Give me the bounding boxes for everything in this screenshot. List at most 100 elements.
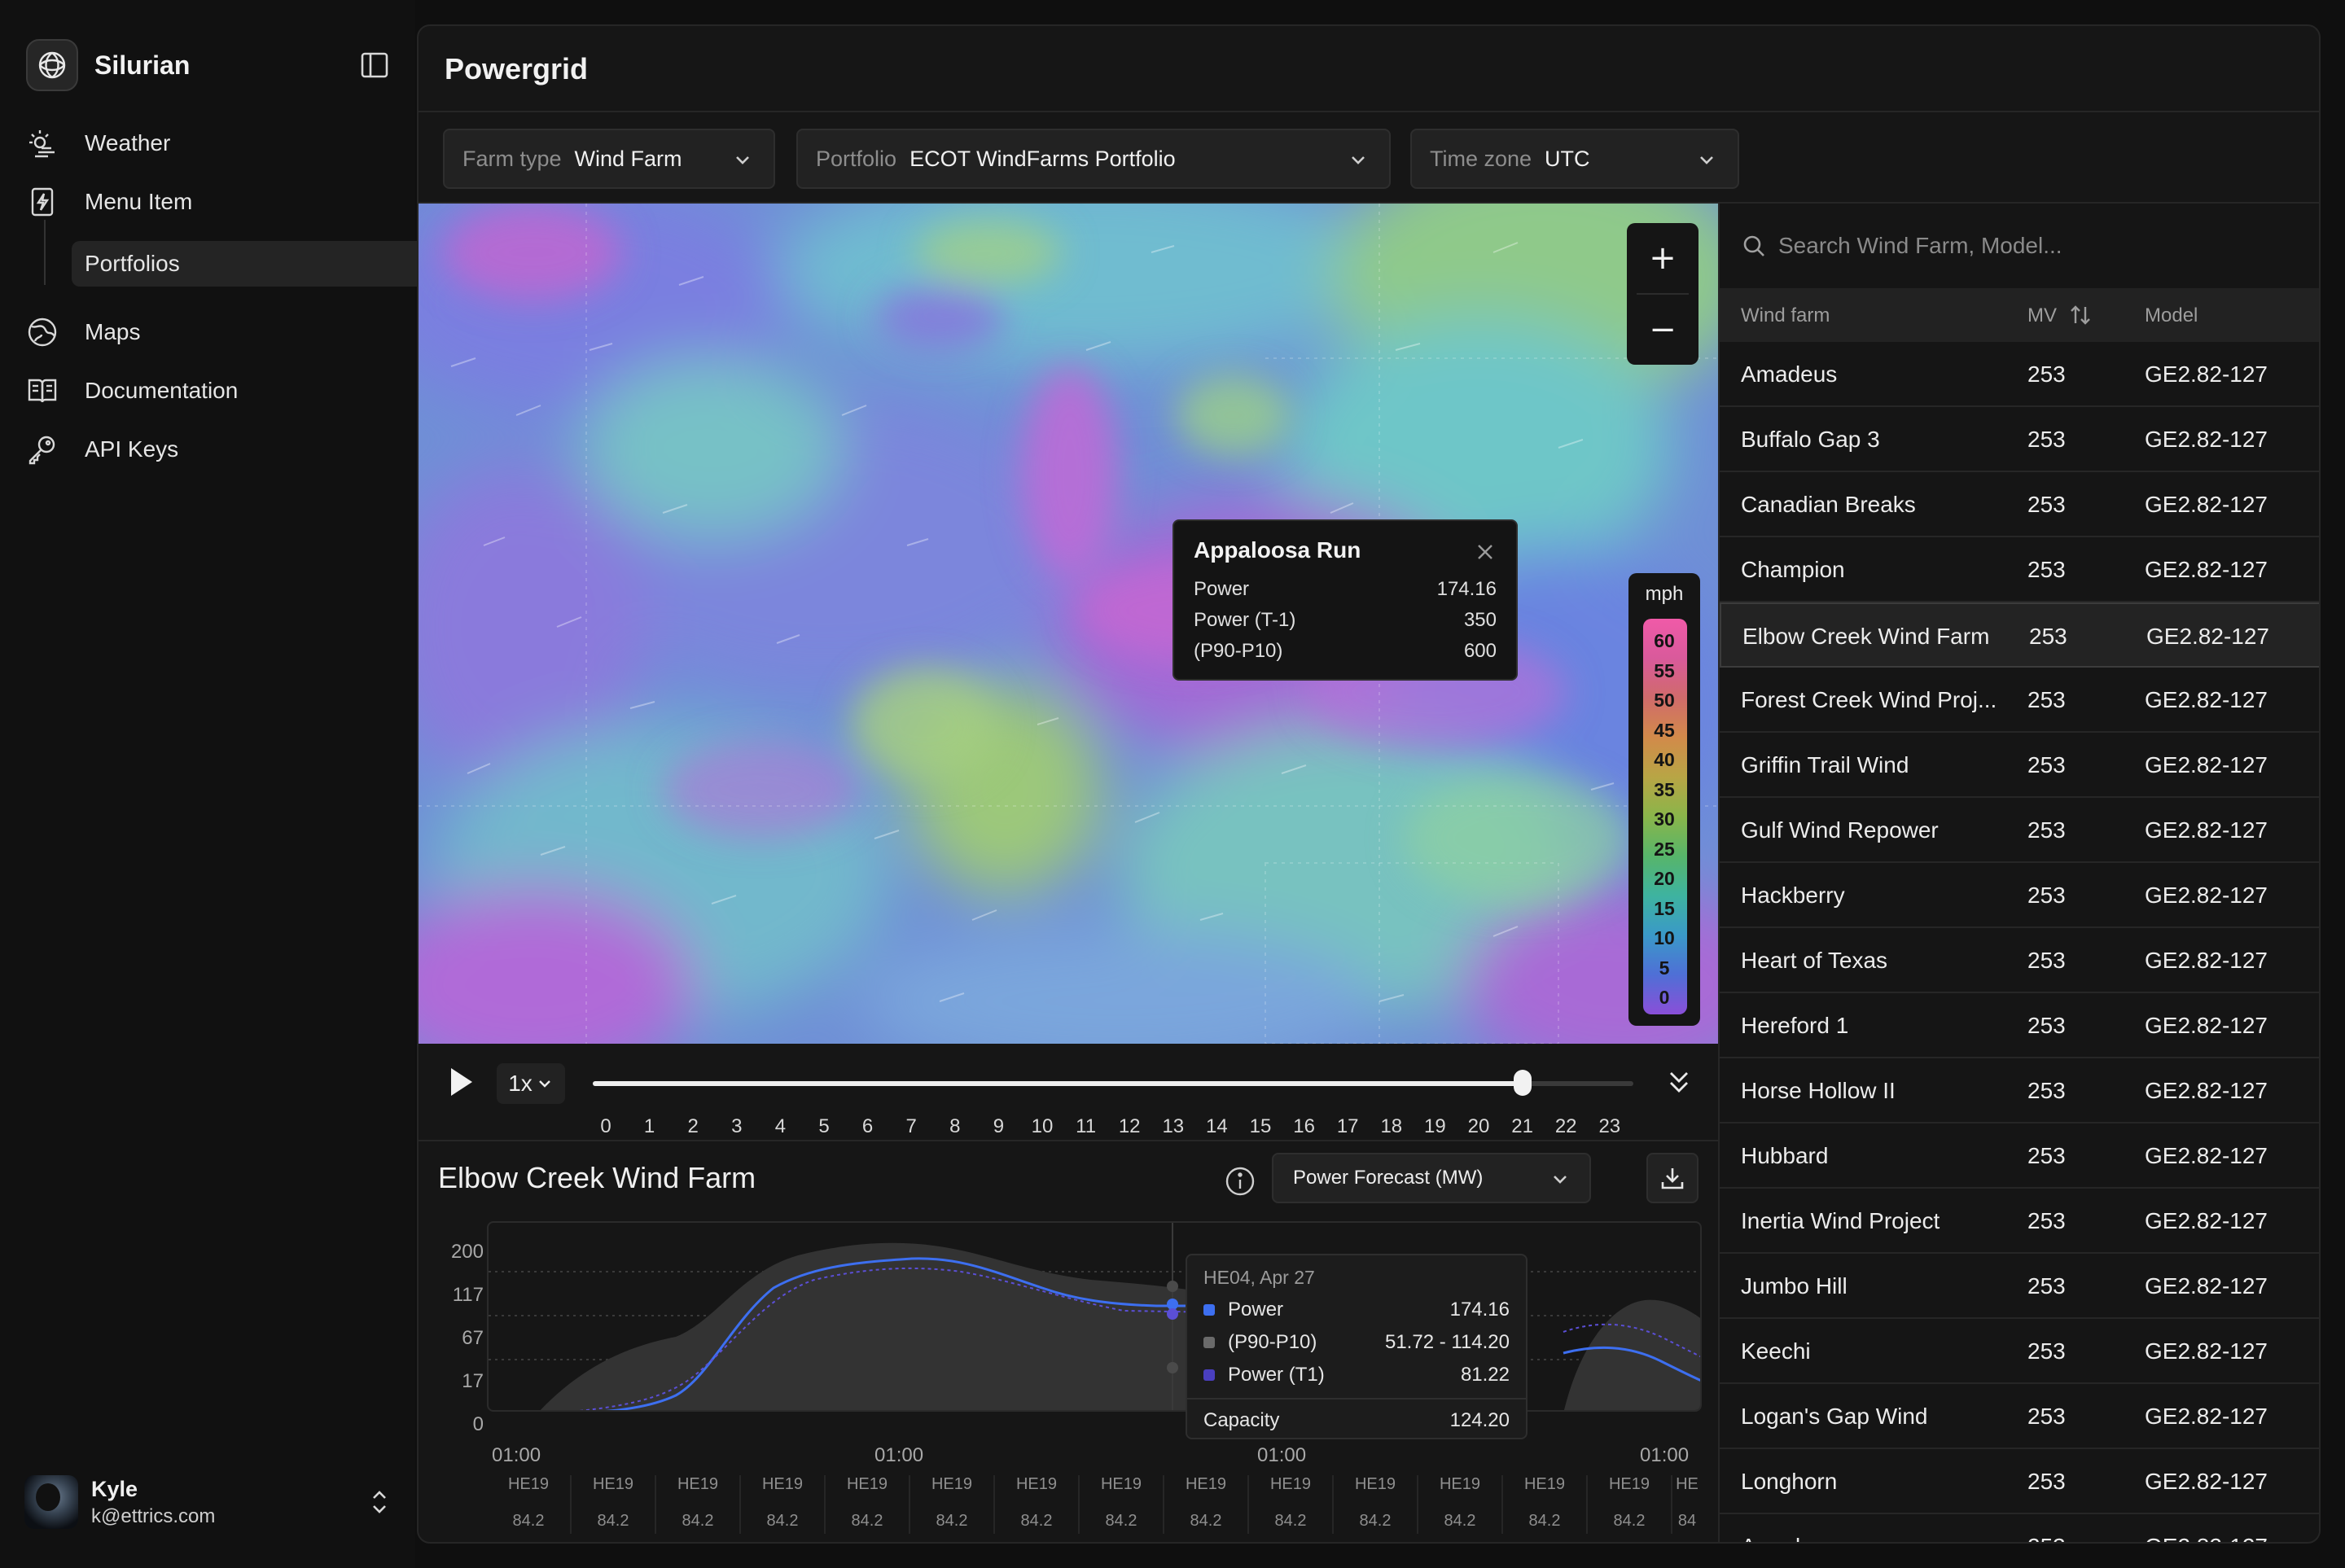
table-row[interactable]: Hereford 1 253 GE2.82-127 bbox=[1720, 993, 2319, 1058]
table-row[interactable]: Griffin Trail Wind 253 GE2.82-127 bbox=[1720, 733, 2319, 798]
close-icon[interactable] bbox=[1474, 541, 1497, 563]
table-row[interactable]: Horse Hollow II 253 GE2.82-127 bbox=[1720, 1058, 2319, 1123]
wind-map[interactable]: + − Appaloosa Run Power 174.16 Power (T-… bbox=[419, 204, 1718, 1044]
sidebar-toggle-icon[interactable] bbox=[358, 49, 391, 81]
info-icon[interactable] bbox=[1225, 1166, 1256, 1201]
table-row[interactable]: Inertia Wind Project 253 GE2.82-127 bbox=[1720, 1189, 2319, 1254]
column-header-wind-farm[interactable]: Wind farm bbox=[1741, 304, 1830, 326]
zoom-out-button[interactable]: − bbox=[1627, 295, 1698, 365]
chart-tooltip-label: Power (T1) bbox=[1228, 1364, 1325, 1386]
sidebar-item-menu-item[interactable]: Menu Item bbox=[26, 173, 405, 231]
timeline-tick-label[interactable]: 22 bbox=[1554, 1115, 1577, 1137]
table-row[interactable]: Elbow Creek Wind Farm 253 GE2.82-127 bbox=[1720, 602, 2319, 668]
chart-tooltip-value: 51.72 - 114.20 bbox=[1384, 1331, 1510, 1353]
farm-type-filter[interactable]: Farm type Wind Farm bbox=[443, 129, 775, 189]
search-input[interactable] bbox=[1778, 233, 2267, 259]
hour-label: HE19 bbox=[761, 1475, 804, 1493]
table-row[interactable]: Keechi 253 GE2.82-127 bbox=[1720, 1319, 2319, 1384]
cell-model: GE2.82-127 bbox=[2145, 1534, 2268, 1542]
timeline-tick-label[interactable]: 6 bbox=[861, 1115, 874, 1137]
table-row[interactable]: Forest Creek Wind Proj... 253 GE2.82-127 bbox=[1720, 668, 2319, 733]
sort-icon[interactable] bbox=[2068, 303, 2093, 331]
forecast-plot-svg bbox=[489, 1223, 1700, 1410]
series-swatch bbox=[1203, 1337, 1215, 1348]
hour-value: 84.2 bbox=[1020, 1512, 1053, 1530]
table-row[interactable]: Canadian Breaks 253 GE2.82-127 bbox=[1720, 472, 2319, 537]
sidebar-item-portfolios[interactable]: Portfolios bbox=[72, 241, 430, 287]
table-row[interactable]: Buffalo Gap 3 253 GE2.82-127 bbox=[1720, 407, 2319, 472]
column-header-mv[interactable]: MV bbox=[2027, 304, 2057, 326]
cell-mv: 253 bbox=[2027, 752, 2066, 777]
metric-select[interactable]: Power Forecast (MW) bbox=[1272, 1153, 1591, 1203]
sidebar-item-documentation[interactable]: Documentation bbox=[26, 361, 405, 420]
timeline-tick-label[interactable]: 19 bbox=[1424, 1115, 1446, 1137]
cell-model: GE2.82-127 bbox=[2145, 1469, 2268, 1494]
table-row[interactable]: Logan's Gap Wind 253 GE2.82-127 bbox=[1720, 1384, 2319, 1449]
timeline-tick-label[interactable]: 0 bbox=[600, 1115, 611, 1137]
timeline-tick-label[interactable]: 16 bbox=[1293, 1115, 1315, 1137]
cell-model: GE2.82-127 bbox=[2145, 687, 2268, 712]
timeline-tick-label[interactable]: 15 bbox=[1249, 1115, 1272, 1137]
timeline-tick-label[interactable]: 11 bbox=[1076, 1115, 1097, 1137]
timeline-tick-label[interactable]: 14 bbox=[1206, 1115, 1228, 1137]
chevrons-down-icon[interactable] bbox=[1664, 1067, 1694, 1103]
timeline-handle[interactable] bbox=[1513, 1070, 1532, 1096]
y-tick-label: 0 bbox=[472, 1413, 484, 1435]
table-row[interactable]: Gulf Wind Repower 253 GE2.82-127 bbox=[1720, 798, 2319, 863]
legend-value: 50 bbox=[1654, 690, 1675, 711]
chevron-up-down-icon[interactable] bbox=[368, 1488, 391, 1520]
timeline-tick-label[interactable]: 12 bbox=[1118, 1115, 1141, 1137]
timeline-tick-label[interactable]: 17 bbox=[1336, 1115, 1359, 1137]
cell-wind-farm: Gulf Wind Repower bbox=[1741, 817, 1939, 843]
zoom-in-button[interactable]: + bbox=[1627, 223, 1698, 293]
table-row[interactable]: Hackberry 253 GE2.82-127 bbox=[1720, 863, 2319, 928]
column-header-model[interactable]: Model bbox=[2145, 304, 2198, 326]
sidebar: Silurian Weather bbox=[0, 0, 430, 1568]
timeline-tick-label[interactable]: 7 bbox=[905, 1115, 917, 1137]
play-icon[interactable] bbox=[443, 1062, 479, 1106]
timeline-tick-label[interactable]: 1 bbox=[643, 1115, 655, 1137]
table-row[interactable]: Amadeus 253 GE2.82-127 bbox=[1720, 342, 2319, 407]
sidebar-item-api-keys[interactable]: API Keys bbox=[26, 420, 405, 479]
timeline-tick-label[interactable]: 4 bbox=[774, 1115, 787, 1137]
tooltip-row-value: 600 bbox=[1463, 640, 1497, 662]
brand[interactable]: Silurian bbox=[26, 39, 190, 91]
hour-value: 84.2 bbox=[1274, 1512, 1307, 1530]
cell-mv: 253 bbox=[2027, 427, 2066, 452]
user-menu[interactable]: Kyle k@ettrics.com bbox=[24, 1474, 399, 1531]
timeline-tick-label[interactable]: 13 bbox=[1162, 1115, 1185, 1137]
sidebar-item-weather[interactable]: Weather bbox=[26, 114, 405, 173]
portfolio-filter[interactable]: Portfolio ECOT WindFarms Portfolio bbox=[796, 129, 1391, 189]
timeline-tick-label[interactable]: 20 bbox=[1467, 1115, 1490, 1137]
timeline-tick-label[interactable]: 21 bbox=[1511, 1115, 1533, 1137]
timeline-tick-label[interactable]: 3 bbox=[731, 1115, 743, 1137]
power-series-line-right bbox=[1563, 1346, 1700, 1382]
table-row[interactable]: Hubbard 253 GE2.82-127 bbox=[1720, 1123, 2319, 1189]
timeline-tick-label[interactable]: 9 bbox=[993, 1115, 1005, 1137]
filter-value: UTC bbox=[1545, 146, 1590, 171]
power-t1-point bbox=[1167, 1308, 1178, 1320]
cell-wind-farm: Horse Hollow II bbox=[1741, 1078, 1896, 1103]
timeline-tick-label[interactable]: 10 bbox=[1031, 1115, 1054, 1137]
hour-value: 84.2 bbox=[682, 1512, 714, 1530]
table-row[interactable]: Amadeus 253 GE2.82-127 bbox=[1720, 1514, 2319, 1542]
download-button[interactable] bbox=[1646, 1153, 1698, 1203]
sidebar-item-label: Portfolios bbox=[85, 251, 180, 276]
table-row[interactable]: Longhorn 253 GE2.82-127 bbox=[1720, 1449, 2319, 1514]
timeline-tick-label[interactable]: 5 bbox=[818, 1115, 830, 1137]
playback-speed-select[interactable]: 1x bbox=[497, 1063, 565, 1104]
table-row[interactable]: Heart of Texas 253 GE2.82-127 bbox=[1720, 928, 2319, 993]
timeline-tick-label[interactable]: 18 bbox=[1380, 1115, 1403, 1137]
cell-mv: 253 bbox=[2027, 1208, 2066, 1233]
time-zone-filter[interactable]: Time zone UTC bbox=[1410, 129, 1739, 189]
timeline-tick-label[interactable]: 23 bbox=[1598, 1115, 1621, 1137]
table-row[interactable]: Jumbo Hill 253 GE2.82-127 bbox=[1720, 1254, 2319, 1319]
table-row[interactable]: Champion 253 GE2.82-127 bbox=[1720, 537, 2319, 602]
hour-label: HE19 bbox=[592, 1475, 634, 1493]
timeline-track[interactable] bbox=[593, 1081, 1633, 1086]
timeline-tick-label[interactable]: 2 bbox=[687, 1115, 699, 1137]
cell-wind-farm: Hubbard bbox=[1741, 1143, 1829, 1168]
timeline-tick-label[interactable]: 8 bbox=[949, 1115, 961, 1137]
chart-tooltip-row: Power (T1) 81.22 bbox=[1203, 1364, 1510, 1386]
sidebar-item-maps[interactable]: Maps bbox=[26, 303, 405, 361]
